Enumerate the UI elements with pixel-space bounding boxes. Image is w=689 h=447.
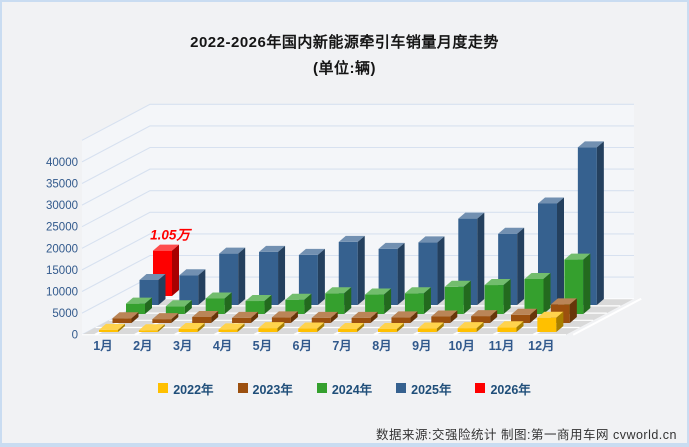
legend-swatch-2026年 — [475, 383, 486, 393]
bar-2024年-1月 — [126, 297, 152, 314]
bar-2025年-2月 — [179, 269, 206, 305]
bar-2022年-2月 — [138, 324, 165, 332]
x-label-8月: 8月 — [372, 339, 391, 353]
bar-2022年-11月 — [497, 321, 524, 332]
legend-swatch-2023年 — [237, 383, 248, 393]
legend-label-2025年: 2025年 — [411, 382, 452, 397]
x-label-4月: 4月 — [213, 339, 232, 353]
chart-subtitle-unit: (单位:辆) — [313, 60, 376, 77]
x-label-11月: 11月 — [489, 339, 515, 353]
y-tick-10000: 10000 — [46, 287, 78, 299]
x-label-9月: 9月 — [412, 339, 431, 353]
legend-label-2022年: 2022年 — [173, 382, 214, 397]
x-axis-labels: 1月 2月 3月 4月 5月 6月 7月 8月 9月 10月 11月 12月 — [93, 339, 554, 353]
bar-2022年-5月 — [258, 322, 285, 332]
bar-2024年-11月 — [524, 273, 551, 314]
legend-label-2024年: 2024年 — [331, 382, 373, 397]
legend-item-2022年: 2022年 — [158, 379, 214, 398]
bar-2023年-5月 — [271, 311, 298, 323]
legend-item-2025年: 2025年 — [396, 379, 451, 398]
bar-2024年-4月 — [245, 295, 272, 314]
legend: 2022年 2023年 2024年 2025年 2026年 — [2, 378, 687, 398]
bar-2023年-8月 — [391, 311, 418, 323]
x-label-2月: 2月 — [133, 339, 152, 353]
bar-2022年-10月 — [457, 322, 484, 332]
x-label-10月: 10月 — [448, 339, 474, 353]
footer-credit: 数据来源:交强险统计 制图:第一商用车网 cvworld.cn — [376, 428, 677, 442]
bar-2023年-1月 — [112, 312, 139, 323]
bar-2023年-3月 — [192, 310, 219, 323]
y-tick-40000: 40000 — [46, 157, 78, 169]
bar-2022年-1月 — [99, 323, 125, 332]
bar-2023年-11月 — [511, 308, 537, 323]
bar-2024年-9月 — [444, 280, 471, 314]
x-label-1月: 1月 — [93, 339, 112, 353]
bar-2022年-7月 — [338, 322, 365, 332]
bar-2023年-2月 — [152, 313, 179, 323]
bar-2022年-9月 — [417, 322, 444, 332]
bar-2024年-7月 — [365, 288, 392, 314]
legend-item-2024年: 2024年 — [316, 379, 373, 398]
legend-swatch-2025年 — [396, 383, 407, 393]
bar-2022年-3月 — [178, 322, 205, 332]
bar-2025年-5月 — [298, 248, 325, 305]
gridlines — [81, 103, 634, 336]
bar-2024年-6月 — [325, 287, 352, 314]
bar-2023年-4月 — [232, 311, 259, 323]
bar-2023年-6月 — [311, 311, 338, 323]
chart-title: 2022-2026年国内新能源牵引车销量月度走势 — [190, 34, 499, 51]
legend-label-2026年: 2026年 — [490, 382, 531, 397]
x-label-5月: 5月 — [253, 339, 272, 353]
x-label-3月: 3月 — [173, 339, 192, 353]
x-label-12月: 12月 — [528, 339, 554, 353]
y-tick-5000: 5000 — [52, 308, 78, 320]
y-tick-35000: 35000 — [46, 179, 78, 191]
legend-item-2026年: 2026年 — [475, 379, 531, 398]
legend-item-2023年: 2023年 — [237, 379, 293, 398]
y-tick-0: 0 — [72, 330, 78, 342]
bar-2022年-4月 — [218, 323, 245, 332]
x-label-7月: 7月 — [332, 339, 351, 353]
bar-2022年-6月 — [298, 322, 325, 332]
y-axis-labels: 0 5000 10000 15000 20000 25000 30000 35000 40000 — [46, 157, 78, 342]
bar-2025年-4月 — [259, 245, 286, 305]
annotation-value-label: 1.05万 — [150, 228, 192, 243]
bar-2024年-8月 — [404, 287, 431, 314]
legend-swatch-2022年 — [158, 383, 169, 393]
legend-swatch-2024年 — [316, 383, 327, 393]
bar-2022年-12月 — [537, 311, 564, 332]
bars — [99, 141, 604, 332]
bar-2024年-3月 — [205, 292, 232, 314]
bar-2024年-5月 — [285, 293, 312, 314]
bar-2023年-9月 — [431, 310, 458, 323]
y-tick-30000: 30000 — [46, 200, 78, 212]
bar-2024年-10月 — [484, 279, 511, 314]
chart-title-block: 2022-2026年国内新能源牵引车销量月度走势 (单位:辆) — [2, 30, 687, 82]
y-tick-25000: 25000 — [46, 222, 78, 234]
y-tick-20000: 20000 — [46, 243, 78, 255]
bar-2024年-2月 — [165, 300, 192, 314]
bar-2023年-10月 — [471, 310, 498, 323]
bar-2025年-3月 — [219, 247, 246, 305]
bar-2023年-7月 — [351, 311, 378, 323]
bar-2022年-8月 — [377, 322, 404, 332]
x-label-6月: 6月 — [293, 339, 312, 353]
legend-label-2023年: 2023年 — [252, 382, 293, 397]
y-tick-15000: 15000 — [46, 265, 78, 277]
